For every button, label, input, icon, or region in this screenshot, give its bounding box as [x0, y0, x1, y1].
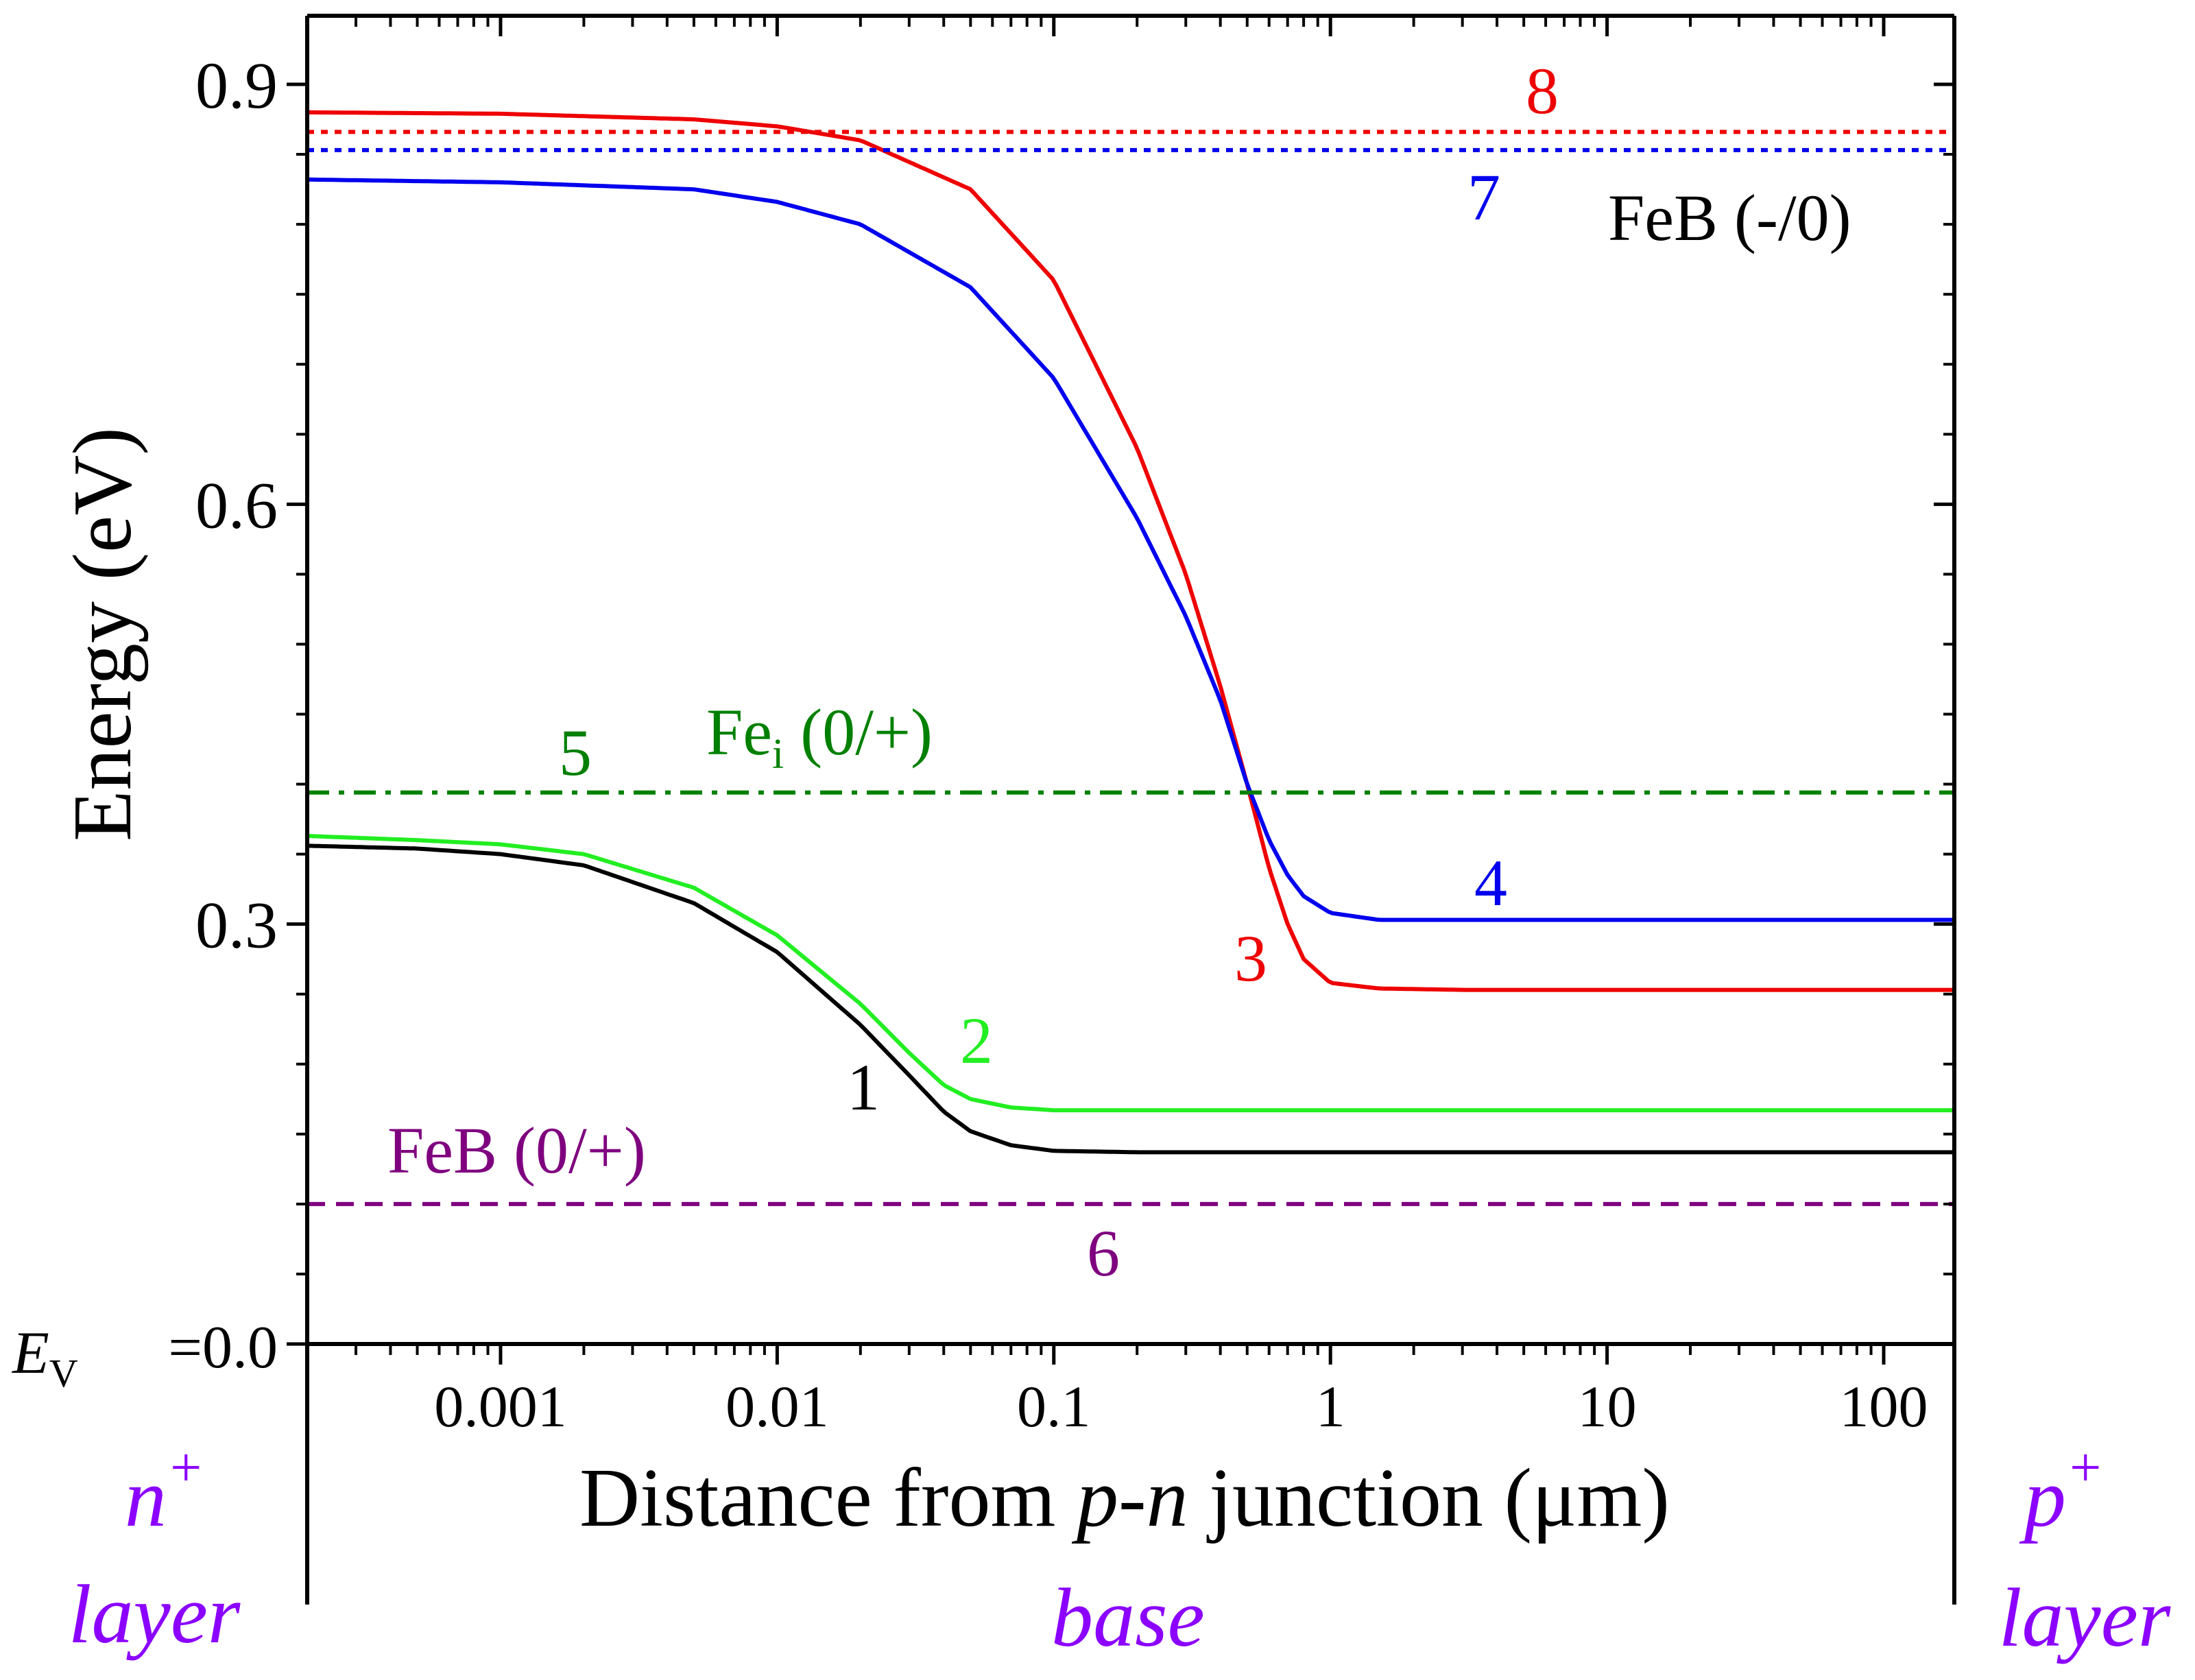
series-1-line — [307, 843, 1954, 1155]
y-tick-label: 0.9 — [195, 49, 278, 122]
p-layer-label: p+ — [2019, 1436, 2104, 1544]
series-label-3: 3 — [1234, 922, 1267, 995]
x-tick-label: 1 — [1316, 1373, 1345, 1439]
n-layer-word: layer — [69, 1568, 241, 1661]
x-tick-label: 0.1 — [1017, 1373, 1091, 1439]
y-axis-title: Energy (eV) — [56, 427, 149, 841]
series-label-6: 6 — [1087, 1216, 1120, 1290]
series-label-7: 7 — [1467, 160, 1500, 234]
x-tick-label: 0.01 — [725, 1373, 829, 1439]
series-3-line — [307, 110, 1954, 992]
fei-donor-annotation: Fei (0/+) — [706, 695, 933, 778]
n-layer-label: n+ — [125, 1436, 204, 1544]
y-tick-label: 0.6 — [195, 468, 278, 542]
ticks-layer: 0.9 0.6 0.3 =0.0 0.001 0.01 0.1 1 10 100 — [168, 16, 1954, 1439]
x-tick-label: 10 — [1578, 1373, 1637, 1439]
series-2-line — [307, 834, 1954, 1113]
y-origin-label: EV — [11, 1320, 78, 1395]
feb-donor-annotation: FeB (0/+) — [387, 1114, 646, 1187]
p-layer-word: layer — [1999, 1572, 2171, 1664]
feb-acceptor-annotation: FeB (-/0) — [1608, 181, 1851, 254]
series-label-8: 8 — [1526, 54, 1559, 128]
series-label-1: 1 — [847, 1051, 880, 1124]
series-label-5: 5 — [559, 716, 592, 789]
y-tick-label: 0.3 — [195, 889, 278, 962]
y-tick-label: =0.0 — [168, 1315, 278, 1381]
series-4-line — [307, 177, 1954, 922]
base-label: base — [1051, 1572, 1205, 1664]
series-label-2: 2 — [960, 1004, 993, 1077]
series-label-4: 4 — [1474, 846, 1507, 920]
plot-frame — [305, 14, 1956, 1605]
x-tick-label: 100 — [1840, 1373, 1928, 1439]
curves-layer — [307, 110, 1954, 1206]
x-tick-label: 0.001 — [434, 1373, 567, 1439]
x-axis-title: Distance from p-n junction (μm) — [579, 1452, 1670, 1544]
